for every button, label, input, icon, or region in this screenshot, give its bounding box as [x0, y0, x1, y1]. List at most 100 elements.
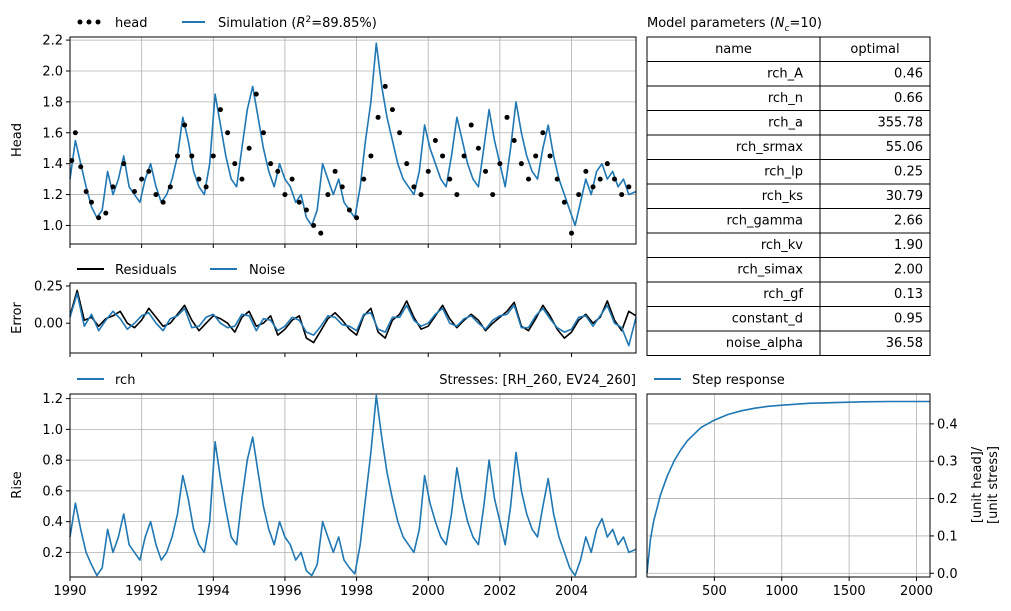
rise-legend: rch	[77, 373, 135, 388]
parameters-title-sub: c	[785, 24, 790, 34]
head-point-0	[69, 158, 75, 164]
legend-sim-prefix: Simulation (	[218, 16, 296, 31]
head-point-39	[346, 207, 352, 213]
head-point-3	[83, 188, 89, 194]
head-point-51	[432, 138, 438, 143]
table-cell-value-12	[819, 330, 931, 356]
parameters-title: Model parameters (Nc=10)	[647, 16, 822, 34]
head-point-2	[78, 164, 84, 170]
rise-panel: 0.2 0.4 0.6 0.8 1.0 1.2 1990 1992 1994 1996 1998 2…	[10, 373, 637, 599]
error-panel: 0.00 0.25 Error Residuals Noise	[10, 263, 637, 357]
simulation-line	[69, 42, 637, 227]
rise-grid	[69, 394, 636, 577]
head-point-33	[303, 207, 309, 213]
param-value-rch_simax: 2.00	[894, 263, 923, 278]
table-cell-value-4	[819, 134, 931, 160]
table-cell-name-0	[646, 36, 821, 62]
head-point-73	[590, 184, 596, 190]
head-point-53	[447, 176, 453, 182]
head-point-44	[382, 83, 388, 89]
head-point-55	[461, 153, 467, 159]
step-response-line	[646, 400, 930, 574]
param-value-noise_alpha: 36.58	[886, 336, 923, 351]
head-point-72	[583, 168, 589, 174]
legend-sim-suffix: =89.85%)	[311, 16, 377, 31]
step-xtick-label-2: 1500	[833, 584, 866, 599]
residuals-series	[69, 289, 637, 344]
head-point-6	[103, 210, 109, 216]
table-cell-value-8	[819, 232, 931, 258]
head-point-59	[490, 192, 496, 198]
rise-axes-frame	[69, 393, 637, 578]
head-point-78	[626, 184, 632, 190]
param-name-rch_n: rch_n	[768, 91, 803, 106]
head-panel: 1.0 1.2 1.4 1.6 1.8 2.0 2.2 Head head Simulati…	[10, 15, 637, 248]
head-point-56	[468, 122, 474, 128]
table-cell-value-9	[819, 257, 931, 283]
param-name-rch_simax: rch_simax	[737, 263, 803, 278]
param-name-rch_gamma: rch_gamma	[727, 214, 803, 229]
step-axes-frame	[646, 393, 931, 578]
step-xtick-label-3: 2000	[900, 584, 933, 599]
rise-xtick-label-6: 2002	[483, 584, 516, 599]
head-point-15	[174, 153, 180, 159]
param-value-rch_gf: 0.13	[894, 287, 923, 302]
legend-step-label: Step response	[692, 373, 785, 388]
parameters-table: Model parameters (Nc=10) name optimal rch_…	[646, 16, 931, 356]
head-point-41	[361, 176, 367, 182]
head-ytick-label-2: 1.4	[42, 157, 63, 172]
step-response-panel: 0.0 0.1 0.2 0.3 0.4 500 1000 1500 2000 Step res…	[646, 373, 1001, 599]
head-point-60	[497, 161, 503, 167]
head-point-43	[375, 114, 381, 120]
head-point-18	[196, 176, 202, 182]
head-point-25	[246, 145, 252, 151]
head-point-52	[440, 153, 446, 159]
head-point-46	[397, 130, 403, 136]
rise-xtick-label-7: 2004	[555, 584, 588, 599]
head-point-38	[339, 184, 345, 190]
param-name-rch_ks: rch_ks	[762, 189, 803, 204]
table-header-optimal: optimal	[850, 42, 899, 57]
noise-line	[69, 292, 637, 347]
rise-ylabel: Rise	[10, 471, 25, 498]
head-ytick-label-3: 1.6	[42, 126, 63, 141]
noise-series	[69, 292, 637, 347]
head-point-12	[153, 192, 159, 198]
head-axes-frame	[69, 36, 637, 245]
param-value-constant_d: 0.95	[894, 312, 923, 327]
table-cell-name-8	[646, 232, 821, 258]
table-cell-name-4	[646, 134, 821, 160]
error-axes-frame	[69, 282, 637, 354]
rise-xtick-label-1: 1992	[125, 584, 158, 599]
head-point-17	[189, 153, 195, 159]
legend-head-marker-3	[95, 19, 101, 25]
head-point-14	[167, 184, 173, 190]
head-point-21	[217, 107, 223, 113]
step-ylabel-line1: [unit head]/	[970, 446, 985, 523]
head-point-23	[232, 161, 238, 167]
step-ylabel-line2: [unit stress]	[986, 446, 1001, 524]
head-point-35	[318, 230, 324, 236]
head-point-68	[554, 176, 560, 182]
rise-ytick-label-0: 0.2	[42, 546, 63, 561]
step-ytick-label-1: 0.1	[937, 529, 958, 544]
param-name-noise_alpha: noise_alpha	[726, 336, 803, 351]
head-point-4	[88, 199, 94, 205]
param-value-rch_ks: 30.79	[886, 189, 923, 204]
rch-line	[69, 394, 637, 577]
head-point-63	[518, 161, 524, 167]
param-value-rch_lp: 0.25	[894, 165, 923, 180]
error-x-ticks	[69, 353, 573, 357]
head-point-48	[411, 184, 417, 190]
head-point-31	[289, 176, 295, 182]
head-point-19	[203, 184, 209, 190]
param-value-rch_a: 355.78	[878, 116, 924, 131]
error-legend: Residuals Noise	[77, 263, 285, 278]
legend-residuals-label: Residuals	[115, 263, 177, 278]
head-point-1	[72, 130, 78, 136]
legend-head-label: head	[115, 16, 147, 31]
head-point-42	[368, 153, 374, 159]
head-point-54	[454, 192, 460, 198]
head-point-8	[121, 161, 127, 167]
